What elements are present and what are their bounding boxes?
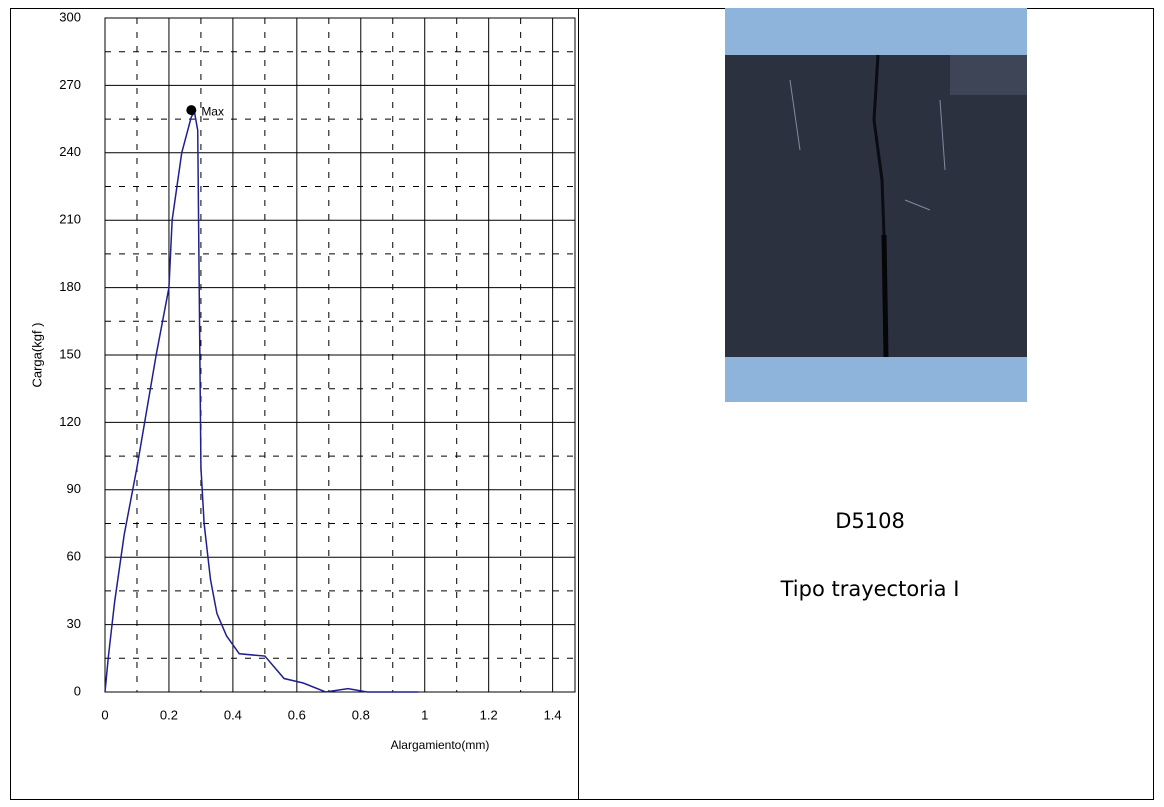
specimen-code: D5108	[835, 509, 905, 533]
x-tick-label: 1.4	[544, 707, 562, 722]
y-tick-label: 240	[59, 144, 81, 159]
load-curve	[104, 110, 419, 693]
y-axis-label: Carga(kgf )	[29, 322, 44, 387]
y-tick-label: 180	[59, 279, 81, 294]
x-tick-label: 1	[421, 707, 428, 722]
y-tick-label: 270	[59, 77, 81, 92]
trajectory-type: Tipo trayectoria I	[780, 577, 960, 601]
x-tick-label: 1.2	[480, 707, 498, 722]
y-tick-label: 90	[67, 481, 81, 496]
x-tick-label: 0.8	[352, 707, 370, 722]
y-tick-label: 0	[74, 683, 81, 698]
y-tick-label: 300	[59, 9, 81, 24]
x-tick-label: 0.2	[160, 707, 178, 722]
specimen-photo	[725, 8, 1027, 402]
y-tick-label: 30	[67, 616, 81, 631]
plot-frame	[104, 17, 576, 693]
max-label: Max	[201, 104, 224, 118]
y-tick-label: 120	[59, 414, 81, 429]
x-axis-label: Alargamiento(mm)	[391, 738, 490, 752]
x-tick-label: 0	[101, 707, 108, 722]
x-tick-label: 0.4	[224, 707, 242, 722]
table-border	[10, 8, 1154, 800]
x-tick-label: 0.6	[288, 707, 306, 722]
y-tick-label: 60	[67, 549, 81, 564]
y-tick-label: 210	[59, 212, 81, 227]
y-tick-label: 150	[59, 346, 81, 361]
max-marker	[186, 105, 197, 116]
